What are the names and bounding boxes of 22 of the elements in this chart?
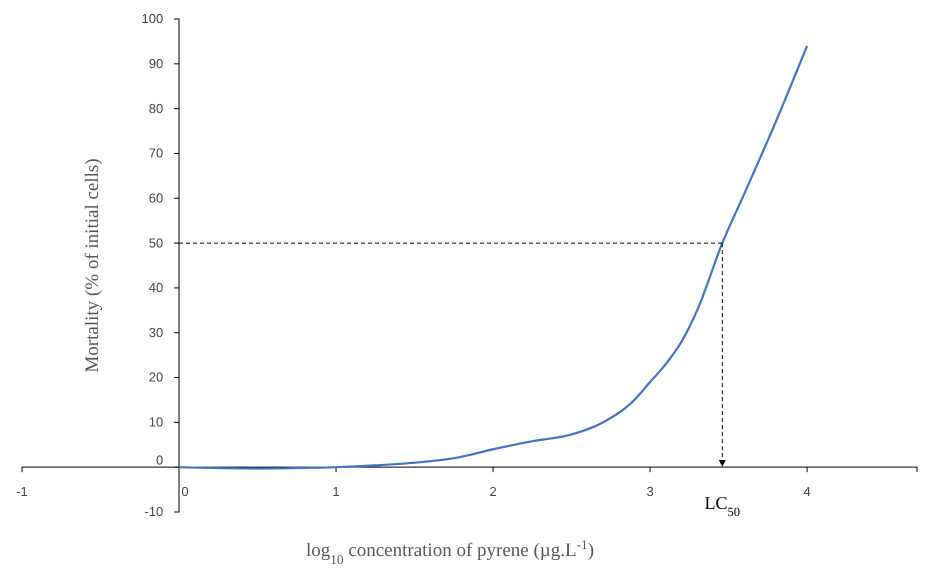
y-tick-label: 40 (148, 280, 164, 296)
y-tick-label: 100 (142, 11, 164, 26)
y-axis-title: Mortality (% of initial cells) (82, 158, 103, 373)
y-tick-label: 50 (148, 235, 164, 250)
x-axis-title: log$_{10}$ concentration of pyrene (µg.L$^{-1}$) (306, 536, 594, 566)
x-tick-label: 0 (181, 484, 189, 499)
line-series (178, 44, 808, 470)
x-tick-label: 3 (646, 484, 654, 499)
y-tick-label: 30 (148, 324, 164, 340)
x-tick-label: 4 (803, 484, 811, 499)
y-tick-label: 20 (148, 370, 164, 385)
y-tick-label: 0 (156, 452, 164, 468)
y-tick-label: 70 (148, 146, 164, 161)
x-tick-label: -1 (16, 484, 28, 499)
x-tick-label: 2 (489, 484, 497, 499)
y-tick-label: 60 (148, 190, 164, 206)
y-tick-label: 10 (148, 414, 164, 430)
y-tick-label: 90 (148, 56, 164, 71)
ref-line-label: LC$_{50}$ (704, 493, 740, 520)
y-tick-label: 80 (148, 100, 164, 116)
y-tick-label: -10 (144, 504, 164, 520)
x-tick-label: 1 (332, 484, 340, 499)
